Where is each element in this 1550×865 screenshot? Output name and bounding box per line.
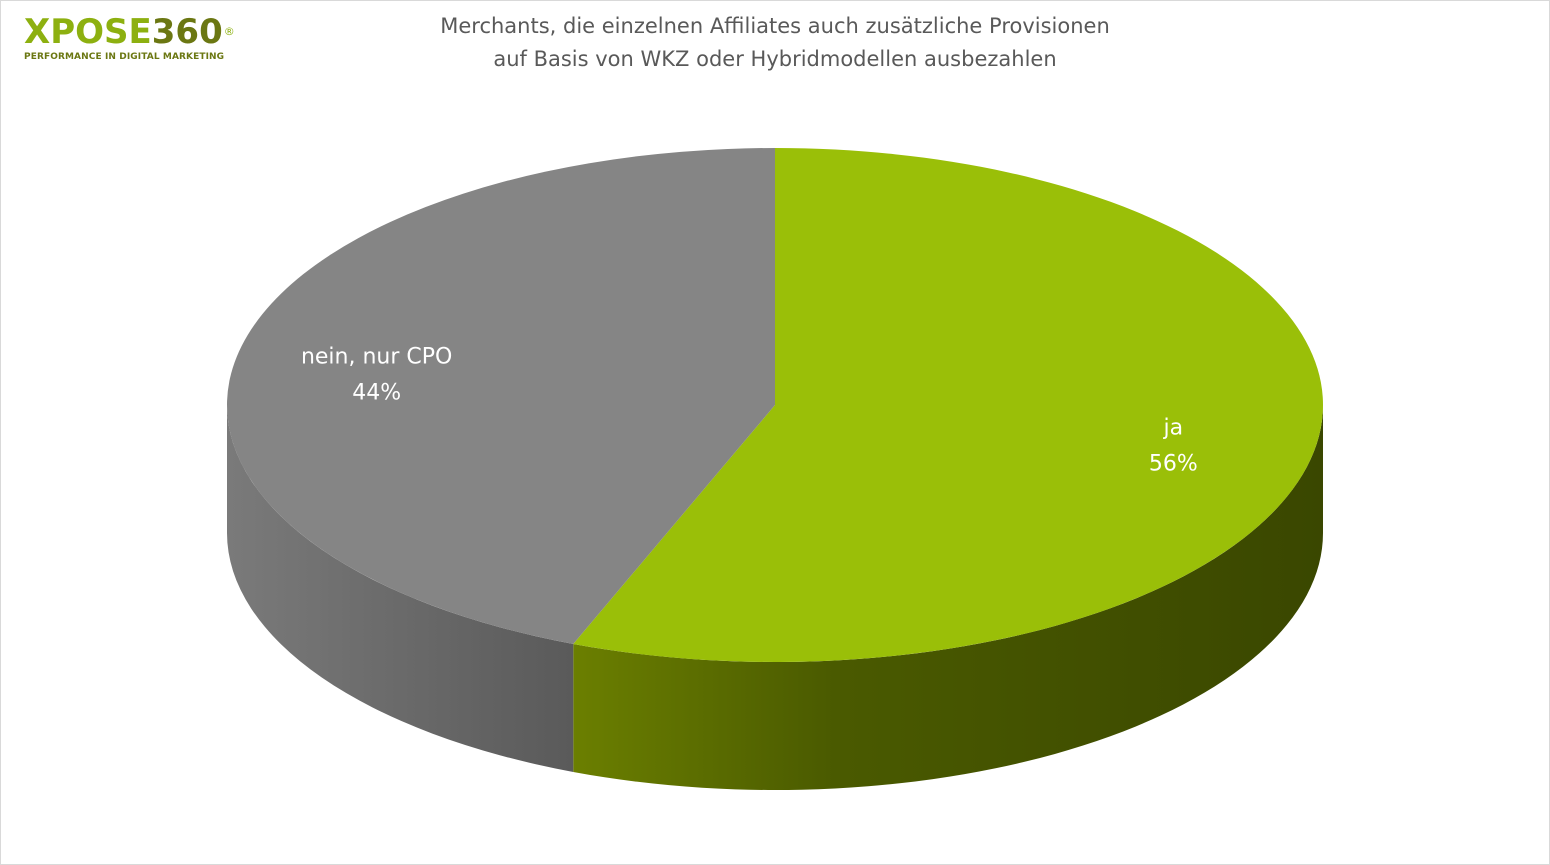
logo-letters: XPOSE bbox=[24, 12, 152, 52]
brand-logo: XPOSE360® PERFORMANCE IN DIGITAL MARKETI… bbox=[24, 14, 235, 62]
chart-title: Merchants, die einzelnen Affiliates auch… bbox=[0, 10, 1550, 76]
pie-slice-ja bbox=[573, 148, 1324, 663]
data-label-value-nein: 44% bbox=[352, 380, 401, 405]
data-label-category-ja: ja bbox=[1163, 416, 1184, 441]
logo-tagline: PERFORMANCE IN DIGITAL MARKETING bbox=[24, 52, 225, 62]
data-label-value-ja: 56% bbox=[1149, 452, 1198, 477]
chart-title-line-2: auf Basis von WKZ oder Hybridmodellen au… bbox=[493, 47, 1057, 71]
logo-number: 360 bbox=[151, 12, 223, 52]
logo-registered-mark: ® bbox=[223, 25, 235, 38]
pie-slice-nein bbox=[227, 148, 776, 644]
chart-title-line-1: Merchants, die einzelnen Affiliates auch… bbox=[440, 14, 1110, 38]
logo-wordmark: XPOSE360® bbox=[24, 14, 235, 50]
pie-slice-side-ja bbox=[573, 405, 1323, 790]
data-label-category-nein: nein, nur CPO bbox=[301, 344, 452, 369]
pie-slice-side-nein bbox=[227, 405, 574, 772]
